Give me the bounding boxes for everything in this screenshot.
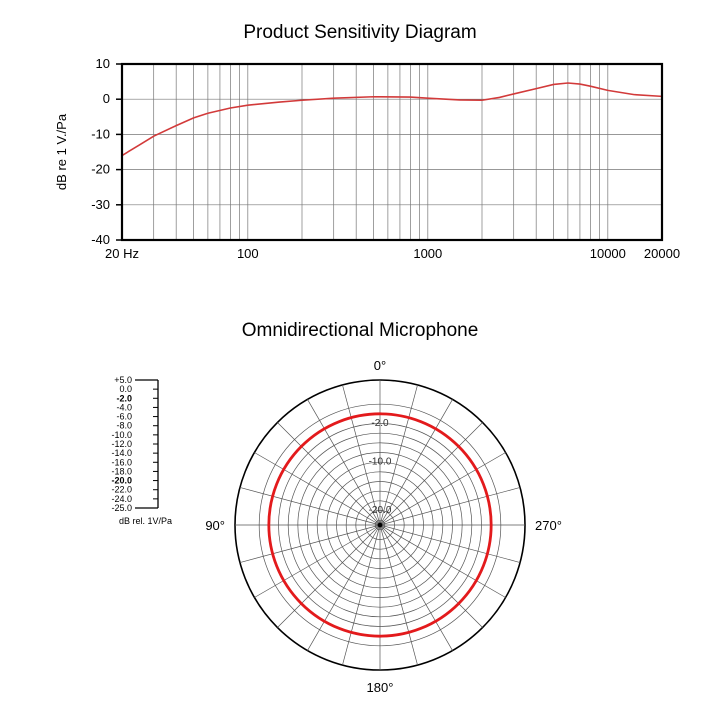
top-chart-title: Product Sensitivity Diagram <box>0 22 720 44</box>
x-tick-label: 20 Hz <box>105 246 139 261</box>
y-tick-label: -10 <box>91 126 110 141</box>
polar-chart: 0°90°180°270°-2.0-10.0-20.0+5.00.0-2.0-4… <box>0 350 720 720</box>
y-axis-label: dB re 1 V./Pa <box>54 113 69 190</box>
bottom-chart-title: Omnidirectional Microphone <box>0 320 720 342</box>
angle-label: 180° <box>367 680 394 695</box>
y-tick-label: -30 <box>91 197 110 212</box>
x-tick-label: 1000 <box>413 246 442 261</box>
x-tick-label: 20000 <box>644 246 680 261</box>
angle-label: 90° <box>205 518 225 533</box>
y-tick-label: -20 <box>91 162 110 177</box>
x-tick-label: 10000 <box>590 246 626 261</box>
y-tick-label: 0 <box>103 91 110 106</box>
sensitivity-chart: 100-10-20-30-4020 Hz10010001000020000dB … <box>50 50 690 290</box>
y-tick-label: -40 <box>91 232 110 247</box>
legend-label: dB rel. 1V/Pa <box>119 516 172 526</box>
ring-label: -2.0 <box>371 418 389 429</box>
ring-label: -20.0 <box>369 505 392 516</box>
angle-label: 270° <box>535 518 562 533</box>
angle-label: 0° <box>374 358 386 373</box>
response-curve <box>122 83 662 156</box>
legend-tick: -25.0 <box>111 503 132 513</box>
y-tick-label: 10 <box>96 56 110 71</box>
ring-label: -10.0 <box>369 457 392 468</box>
x-tick-label: 100 <box>237 246 259 261</box>
